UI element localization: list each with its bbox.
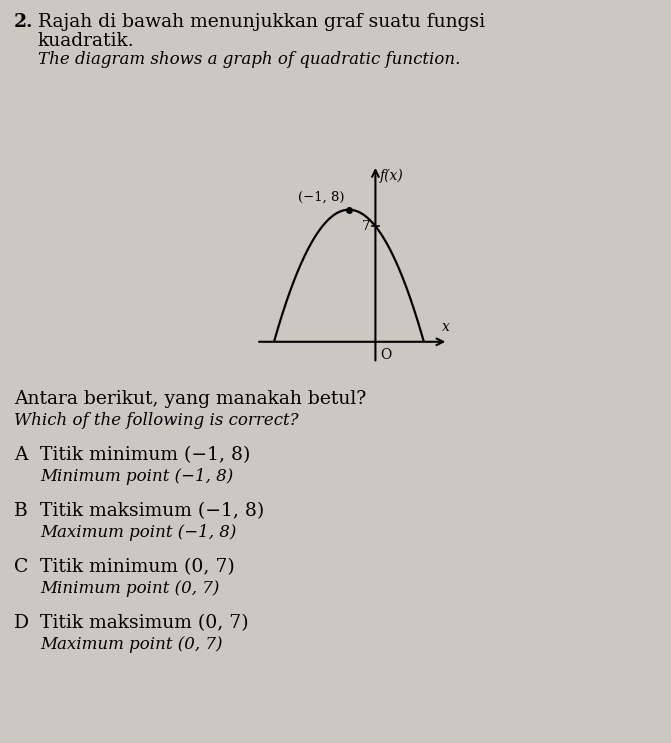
Text: Maximum point (0, 7): Maximum point (0, 7) — [40, 636, 223, 653]
Text: C: C — [14, 558, 28, 576]
Text: O: O — [380, 348, 391, 362]
Text: 2.: 2. — [14, 13, 34, 31]
Text: A: A — [14, 446, 28, 464]
Text: (−1, 8): (−1, 8) — [299, 191, 345, 204]
Text: kuadratik.: kuadratik. — [38, 32, 135, 50]
Text: Rajah di bawah menunjukkan graf suatu fungsi: Rajah di bawah menunjukkan graf suatu fu… — [38, 13, 485, 31]
Text: D: D — [14, 614, 29, 632]
Text: B: B — [14, 502, 28, 520]
Text: Maximum point (−1, 8): Maximum point (−1, 8) — [40, 524, 236, 541]
Text: Minimum point (0, 7): Minimum point (0, 7) — [40, 580, 219, 597]
Text: Titik minimum (0, 7): Titik minimum (0, 7) — [40, 558, 235, 576]
Text: 7: 7 — [362, 220, 370, 233]
Text: Titik minimum (−1, 8): Titik minimum (−1, 8) — [40, 446, 250, 464]
Text: f(x): f(x) — [380, 169, 404, 183]
Text: Antara berikut, yang manakah betul?: Antara berikut, yang manakah betul? — [14, 390, 366, 408]
Text: Titik maksimum (−1, 8): Titik maksimum (−1, 8) — [40, 502, 264, 520]
Text: x: x — [442, 320, 450, 334]
Text: Titik maksimum (0, 7): Titik maksimum (0, 7) — [40, 614, 249, 632]
Text: The diagram shows a graph of quadratic function.: The diagram shows a graph of quadratic f… — [38, 51, 460, 68]
Text: Minimum point (−1, 8): Minimum point (−1, 8) — [40, 468, 234, 485]
Text: Which of the following is correct?: Which of the following is correct? — [14, 412, 299, 429]
